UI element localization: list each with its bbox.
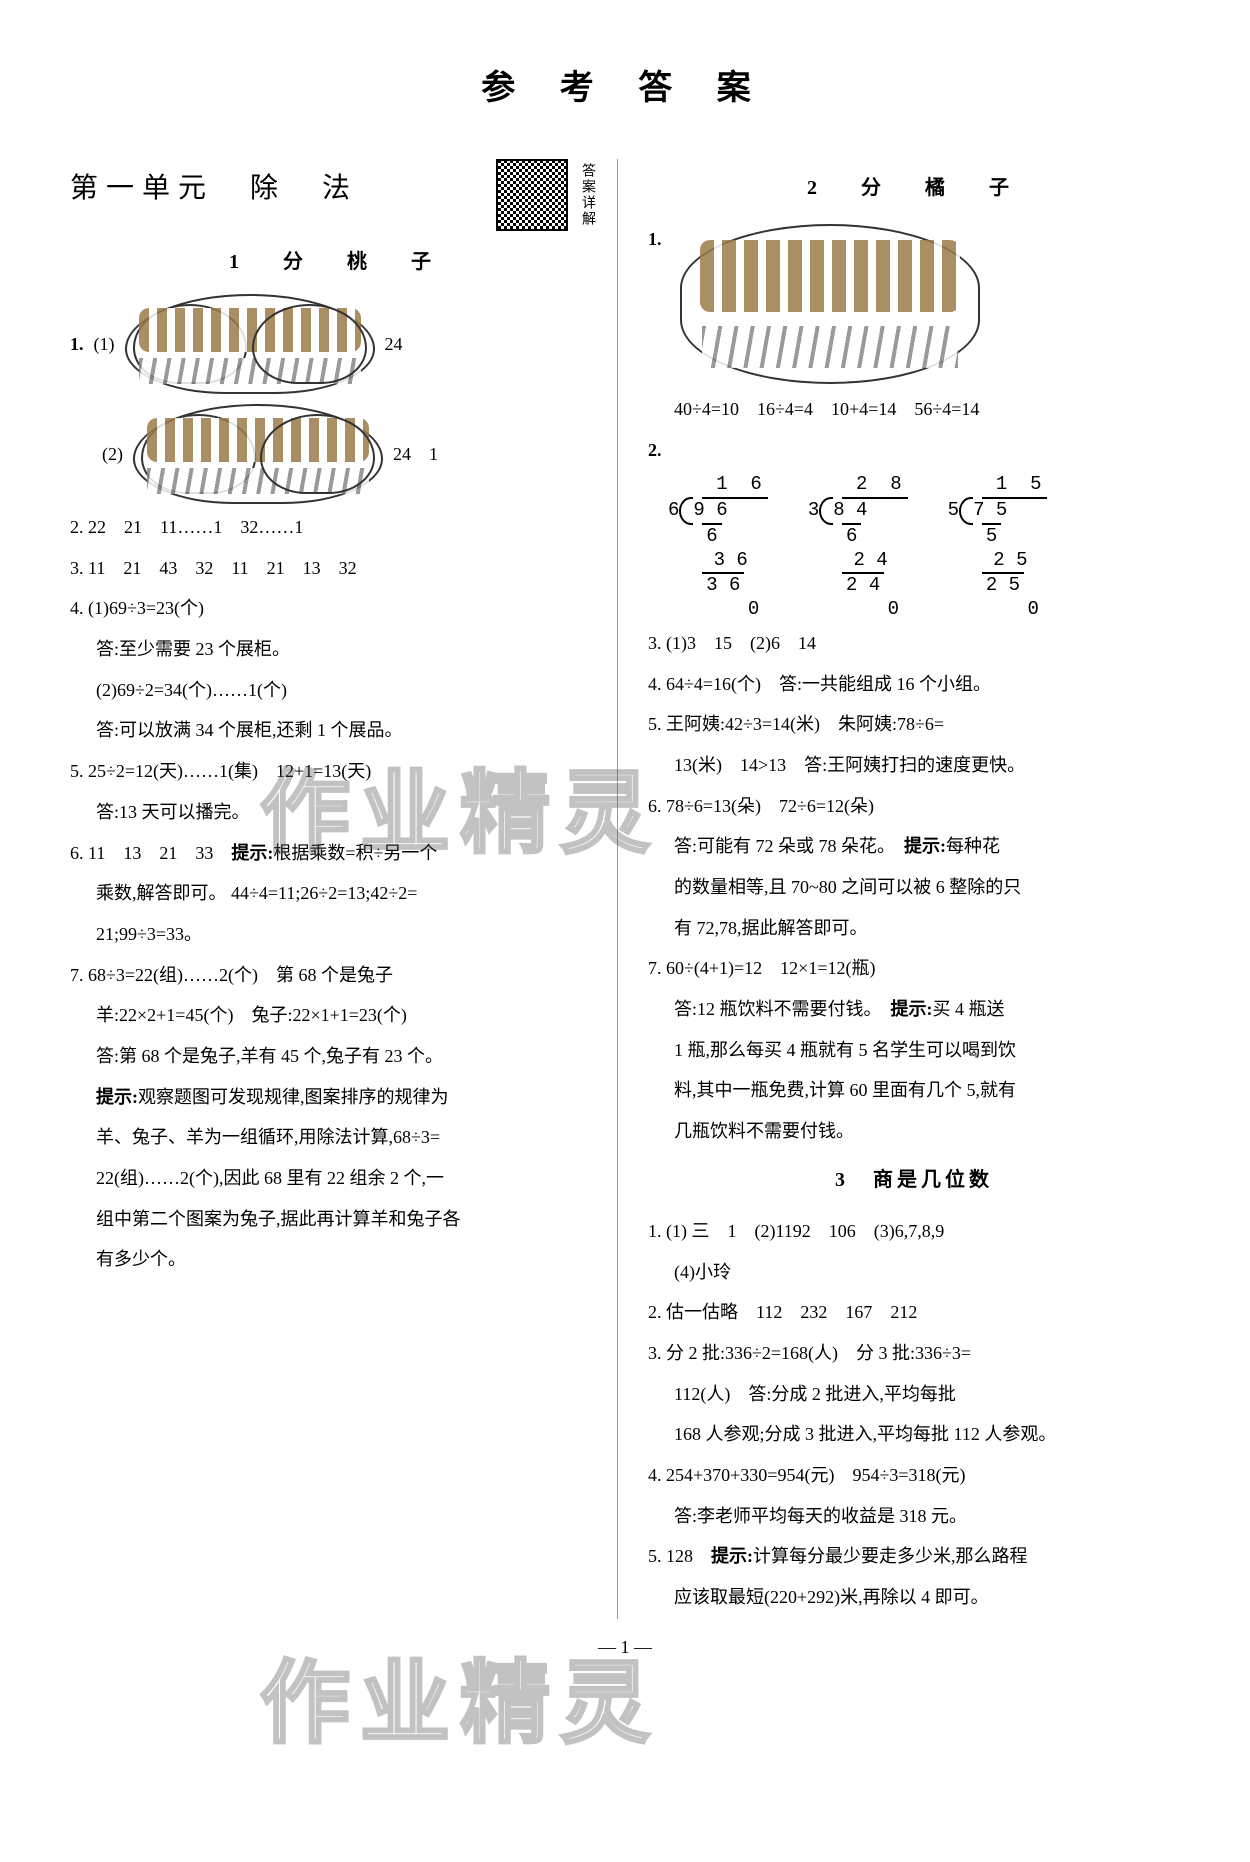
s3-q5c: 应该取最短(220+292)米,再除以 4 即可。 — [648, 1578, 1180, 1617]
left-q6: 6. 11 13 21 33 提示:根据乘数=积÷另一个 — [70, 834, 602, 873]
longdiv-1: 1 669 6 6 3 6 3 6 0 — [668, 473, 768, 622]
left-column: 第一单元 除 法 答案详解 1 分 桃 子 1. (1) 24 (2) — [70, 159, 618, 1619]
q1-2-label: (2) — [102, 435, 123, 474]
right-column: 2 分 橘 子 1. 40÷4=10 16÷4=4 10+4=14 56÷4=1… — [638, 159, 1180, 1619]
s3-q3a: 3. 分 2 批:336÷2=168(人) 分 3 批:336÷3= — [648, 1334, 1180, 1373]
r-q7e: 料,其中一瓶免费,计算 60 里面有几个 5,就有 — [648, 1071, 1180, 1110]
r-q6d: 的数量相等,且 70~80 之间可以被 6 整除的只 — [648, 868, 1180, 907]
q1-1-answer: 24 — [385, 325, 403, 364]
r-q2-num: 2. — [648, 440, 662, 460]
long-division-row: 1 669 6 6 3 6 3 6 0 2 838 4 6 2 4 2 4 0 … — [648, 473, 1180, 622]
s3-q5-row: 5. 128 提示:计算每分最少要走多少米,那么路程 — [648, 1537, 1180, 1576]
s3-q2: 2. 估一估略 112 232 167 212 — [648, 1293, 1180, 1332]
left-q7e: 羊、兔子、羊为一组循环,用除法计算,68÷3= — [70, 1118, 602, 1157]
s3-q3c: 168 人参观;分成 3 批进入,平均每批 112 人参观。 — [648, 1415, 1180, 1454]
section-3-title: 3 商是几位数 — [648, 1159, 1180, 1202]
longdiv-2: 2 838 4 6 2 4 2 4 0 — [808, 473, 908, 622]
r-q6a: 6. 78÷6=13(朵) 72÷6=12(朵) — [648, 787, 1180, 826]
left-q7d-row: 提示:观察题图可发现规律,图案排序的规律为 — [70, 1078, 602, 1117]
section-1-title: 1 分 桃 子 — [70, 241, 602, 284]
r-q4: 4. 64÷4=16(个) 答:一共能组成 16 个小组。 — [648, 665, 1180, 704]
left-q7a: 7. 68÷3=22(组)……2(个) 第 68 个是兔子 — [70, 956, 602, 995]
left-q4b: (2)69÷2=34(个)……1(个) — [70, 671, 602, 710]
left-q4: 4. (1)69÷3=23(个) — [70, 589, 602, 628]
s3-q1: 1. (1) 三 1 (2)1192 106 (3)6,7,8,9 — [648, 1212, 1180, 1251]
left-q3: 3. 11 21 43 32 11 21 13 32 — [70, 549, 602, 588]
left-q7c: 答:第 68 个是兔子,羊有 45 个,兔子有 23 个。 — [70, 1037, 602, 1076]
r-q6b-row: 答:可能有 72 朵或 78 朵花。 提示:每种花 — [648, 827, 1180, 866]
r-q3: 3. (1)3 15 (2)6 14 — [648, 624, 1180, 663]
q1-1-label: (1) — [94, 325, 115, 364]
s3-q4a: 4. 254+370+330=954(元) 954÷3=318(元) — [648, 1456, 1180, 1495]
qr-block: 答案详解 — [496, 159, 602, 231]
r-q7f: 几瓶饮料不需要付钱。 — [648, 1112, 1180, 1151]
left-q7f: 22(组)……2(个),因此 68 里有 22 组余 2 个,一 — [70, 1159, 602, 1198]
r-q7b-row: 答:12 瓶饮料不需要付钱。 提示:买 4 瓶送 — [648, 990, 1180, 1029]
q1-number: 1. — [70, 325, 84, 364]
unit-title: 第一单元 除 法 — [70, 159, 484, 219]
left-q4c: 答:可以放满 34 个展柜,还剩 1 个展品。 — [70, 711, 602, 750]
qr-label: 答案详解 — [572, 163, 602, 227]
page-number: — 1 — — [70, 1637, 1180, 1658]
two-column-layout: 第一单元 除 法 答案详解 1 分 桃 子 1. (1) 24 (2) — [70, 159, 1180, 1619]
left-q5: 5. 25÷2=12(天)……1(集) 12+1=13(天) — [70, 752, 602, 791]
diagram-2-1 — [680, 224, 980, 384]
longdiv-3: 1 557 5 5 2 5 2 5 0 — [948, 473, 1048, 622]
r-q7d: 1 瓶,那么每买 4 瓶就有 5 名学生可以喝到饮 — [648, 1031, 1180, 1070]
left-q6c: 乘数,解答即可。 44÷4=11;26÷2=13;42÷2= — [70, 874, 602, 913]
left-q4a: 答:至少需要 23 个展柜。 — [70, 630, 602, 669]
left-q7h: 有多少个。 — [70, 1240, 602, 1279]
left-q5a: 答:13 天可以播完。 — [70, 793, 602, 832]
r-q7a: 7. 60÷(4+1)=12 12×1=12(瓶) — [648, 949, 1180, 988]
left-q7b: 羊:22×2+1=45(个) 兔子:22×1+1=23(个) — [70, 996, 602, 1035]
diagram-1-1 — [125, 294, 375, 394]
r-q6e: 有 72,78,据此解答即可。 — [648, 909, 1180, 948]
r-q1-eq: 40÷4=10 16÷4=4 10+4=14 56÷4=14 — [648, 390, 1180, 429]
qr-code-icon — [496, 159, 568, 231]
diagram-1-2 — [133, 404, 383, 504]
s3-q1b: (4)小玲 — [648, 1253, 1180, 1292]
q1-2-answer: 24 1 — [393, 435, 438, 474]
r-q1-num: 1. — [648, 220, 662, 390]
left-q7g: 组中第二个图案为兔子,据此再计算羊和兔子各 — [70, 1200, 602, 1239]
s3-q3b: 112(人) 答:分成 2 批进入,平均每批 — [648, 1375, 1180, 1414]
left-q2: 2. 22 21 11……1 32……1 — [70, 508, 602, 547]
left-q6d: 21;99÷3=33。 — [70, 915, 602, 954]
section-2-title: 2 分 橘 子 — [648, 167, 1180, 210]
r-q5b: 13(米) 14>13 答:王阿姨打扫的速度更快。 — [648, 746, 1180, 785]
s3-q4b: 答:李老师平均每天的收益是 318 元。 — [648, 1497, 1180, 1536]
r-q5a: 5. 王阿姨:42÷3=14(米) 朱阿姨:78÷6= — [648, 705, 1180, 744]
page-title: 参 考 答 案 — [70, 60, 1180, 109]
